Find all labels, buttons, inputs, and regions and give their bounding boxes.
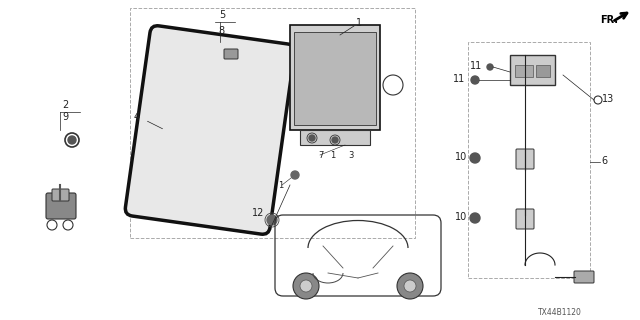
Text: 10: 10	[455, 152, 467, 162]
Text: 4: 4	[134, 112, 140, 122]
Text: 10: 10	[455, 212, 467, 222]
FancyBboxPatch shape	[224, 49, 238, 59]
Circle shape	[267, 215, 277, 225]
FancyBboxPatch shape	[46, 193, 76, 219]
FancyBboxPatch shape	[510, 55, 555, 85]
Text: 9: 9	[62, 112, 68, 122]
Text: 8: 8	[218, 26, 224, 36]
Bar	[294, 32, 376, 125]
FancyBboxPatch shape	[516, 149, 534, 169]
Text: TX44B1120: TX44B1120	[538, 308, 582, 317]
Circle shape	[291, 171, 299, 179]
Text: 13: 13	[602, 94, 614, 104]
Text: 11: 11	[470, 61, 483, 71]
Bar	[130, 8, 415, 238]
Circle shape	[470, 153, 480, 163]
Text: 1: 1	[356, 18, 362, 28]
Text: 6: 6	[601, 156, 607, 166]
Text: 12: 12	[252, 208, 264, 218]
Circle shape	[293, 273, 319, 299]
FancyBboxPatch shape	[516, 209, 534, 229]
Circle shape	[68, 136, 76, 144]
Bar	[468, 42, 590, 278]
Text: 11: 11	[453, 74, 465, 84]
FancyBboxPatch shape	[52, 189, 69, 201]
Circle shape	[332, 137, 338, 143]
Circle shape	[404, 280, 416, 292]
Bar	[300, 130, 370, 145]
Text: 2: 2	[62, 100, 68, 110]
Circle shape	[470, 213, 480, 223]
Text: 1: 1	[278, 181, 284, 190]
FancyBboxPatch shape	[125, 26, 294, 234]
Circle shape	[471, 76, 479, 84]
Circle shape	[309, 135, 315, 141]
Circle shape	[487, 64, 493, 70]
Text: FR.: FR.	[600, 15, 618, 25]
Circle shape	[397, 273, 423, 299]
Text: 7: 7	[318, 151, 323, 160]
Circle shape	[300, 280, 312, 292]
Text: 1: 1	[330, 151, 335, 160]
Text: 3: 3	[348, 151, 353, 160]
Text: 5: 5	[219, 10, 225, 20]
Bar	[515, 65, 533, 77]
Bar	[536, 65, 550, 77]
FancyBboxPatch shape	[574, 271, 594, 283]
Bar	[290, 25, 380, 130]
